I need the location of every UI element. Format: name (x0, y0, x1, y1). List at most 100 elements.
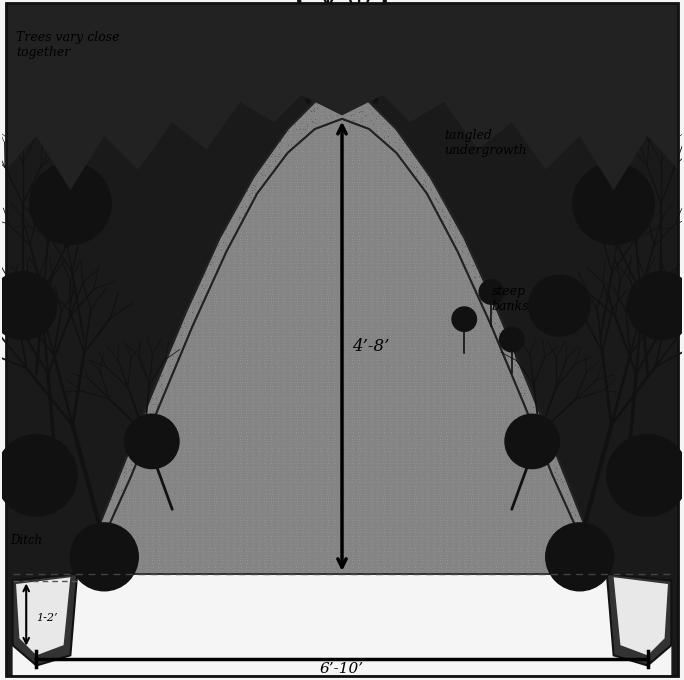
Point (332, 109, 343, 120)
Point (585, 547, 596, 558)
Point (410, 171, 421, 182)
Point (310, 97, 321, 108)
Point (298, 124, 308, 135)
Point (407, 146, 418, 157)
Point (321, 112, 332, 123)
Point (404, 148, 415, 159)
Point (249, 181, 260, 192)
Point (242, 205, 253, 216)
Point (209, 250, 220, 261)
Point (411, 165, 422, 176)
Point (308, 105, 319, 116)
Point (179, 317, 189, 328)
Point (93, 534, 104, 545)
Point (220, 228, 231, 239)
Point (297, 117, 308, 128)
Point (96, 537, 107, 547)
Point (462, 248, 473, 259)
Point (147, 399, 158, 410)
Point (221, 239, 232, 250)
Point (425, 184, 436, 194)
Point (291, 124, 302, 135)
Point (244, 190, 254, 201)
Point (527, 402, 538, 413)
Point (516, 371, 527, 382)
Point (464, 266, 475, 277)
Point (179, 320, 190, 331)
Point (473, 271, 484, 282)
Point (142, 424, 153, 435)
Point (125, 458, 136, 469)
Point (254, 167, 265, 178)
Circle shape (70, 523, 138, 591)
Point (235, 211, 246, 222)
Point (537, 441, 548, 452)
Point (531, 418, 542, 428)
Point (135, 430, 146, 441)
Polygon shape (12, 119, 672, 676)
Point (449, 232, 460, 243)
Point (282, 125, 293, 136)
Circle shape (479, 279, 503, 304)
Point (503, 360, 514, 371)
Point (156, 395, 167, 406)
Point (445, 215, 456, 226)
Point (341, 83, 352, 94)
Point (596, 560, 607, 571)
Point (280, 126, 291, 137)
Polygon shape (6, 3, 678, 676)
Point (504, 347, 515, 358)
Circle shape (29, 163, 111, 245)
Point (175, 329, 186, 340)
Point (346, 101, 357, 112)
Point (247, 184, 258, 195)
Point (378, 118, 389, 129)
Point (164, 361, 175, 372)
Point (480, 292, 491, 303)
Point (129, 462, 140, 473)
Point (346, 114, 357, 125)
Point (432, 195, 443, 206)
Point (449, 220, 460, 231)
Point (566, 507, 577, 517)
Point (286, 135, 297, 146)
Point (365, 103, 376, 114)
Point (148, 405, 159, 416)
Point (96, 529, 107, 540)
Point (118, 471, 129, 481)
Point (319, 99, 330, 109)
Point (481, 308, 492, 319)
Point (334, 105, 345, 116)
Point (531, 401, 542, 412)
Point (486, 299, 497, 309)
Point (576, 528, 587, 539)
Point (540, 445, 551, 456)
Point (531, 412, 542, 423)
Circle shape (505, 414, 560, 469)
Polygon shape (77, 85, 607, 574)
Point (430, 193, 441, 204)
Point (371, 113, 382, 124)
Point (453, 237, 464, 248)
Point (368, 102, 379, 113)
Point (355, 113, 366, 124)
Point (335, 107, 346, 118)
Point (543, 446, 554, 457)
Point (168, 363, 179, 374)
Circle shape (0, 435, 77, 516)
Point (526, 410, 537, 421)
Point (434, 192, 445, 203)
Point (486, 304, 497, 315)
Point (109, 504, 120, 515)
Text: Trees vary close
together: Trees vary close together (16, 31, 120, 58)
Point (548, 471, 559, 482)
Point (316, 91, 327, 102)
Circle shape (499, 327, 524, 352)
Point (295, 127, 306, 138)
Point (131, 439, 142, 449)
Point (197, 270, 208, 281)
Point (269, 160, 280, 171)
Point (106, 493, 117, 504)
Point (145, 414, 156, 425)
Point (503, 361, 514, 372)
